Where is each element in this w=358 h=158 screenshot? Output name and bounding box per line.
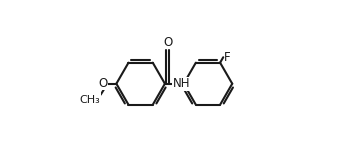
Text: F: F (224, 51, 230, 64)
Text: CH₃: CH₃ (79, 95, 100, 105)
Text: NH: NH (173, 77, 190, 90)
Text: O: O (163, 36, 172, 49)
Text: O: O (98, 77, 107, 90)
